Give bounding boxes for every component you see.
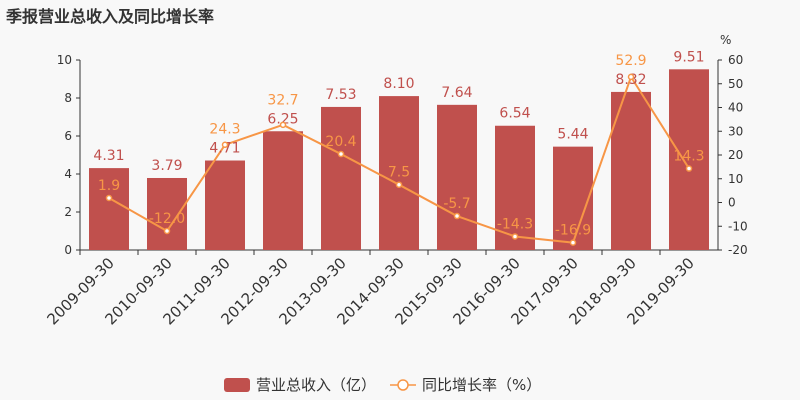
right-tick-label: -20 <box>728 243 748 257</box>
line-point <box>105 194 113 202</box>
line-point <box>279 121 287 129</box>
line-point <box>337 150 345 158</box>
line-point <box>221 141 229 149</box>
right-tick-label: 60 <box>728 53 743 67</box>
right-tick-label: 0 <box>728 196 736 210</box>
left-tick-label: 8 <box>64 91 72 105</box>
bar <box>669 69 709 250</box>
bar-label: 8.10 <box>383 76 414 92</box>
line-label: 20.4 <box>325 134 356 150</box>
bar-label: 4.31 <box>93 148 124 164</box>
bar-label: 5.44 <box>557 127 588 143</box>
bar <box>321 106 361 251</box>
line-point <box>163 227 171 235</box>
right-tick-label: 20 <box>728 148 743 162</box>
left-tick-label: 2 <box>64 205 72 219</box>
bar-label: 7.53 <box>325 87 356 103</box>
legend-bar-label: 营业总收入（亿） <box>256 376 377 394</box>
bar-label: 6.25 <box>267 111 298 127</box>
bar-label: 6.54 <box>499 106 530 122</box>
line-label: 32.7 <box>267 92 298 108</box>
line-point <box>453 212 461 220</box>
right-tick-label: 10 <box>728 172 743 186</box>
chart-title: 季报营业总收入及同比增长率 <box>6 7 215 26</box>
right-tick-label: 50 <box>728 77 743 91</box>
legend-bar-swatch <box>224 377 250 392</box>
legend-line-label: 同比增长率（%） <box>422 376 542 394</box>
line-label: 7.5 <box>388 165 410 181</box>
line-label: -5.7 <box>443 196 470 212</box>
left-tick-label: 0 <box>64 243 72 257</box>
left-tick-label: 6 <box>64 129 72 143</box>
right-tick-label: -10 <box>728 219 748 233</box>
bar <box>89 168 129 250</box>
bar <box>553 146 593 250</box>
line-label: 14.3 <box>673 149 704 165</box>
line-label: -14.3 <box>497 216 533 232</box>
right-tick-label: 40 <box>728 101 743 115</box>
left-tick-label: 10 <box>57 53 72 67</box>
left-tick-label: 4 <box>64 167 72 181</box>
bar <box>611 91 651 250</box>
bar <box>437 104 477 250</box>
line-point <box>395 181 403 188</box>
bar-label: 4.71 <box>209 141 240 157</box>
line-point <box>511 233 519 240</box>
bar <box>263 131 303 250</box>
bar-label: 9.51 <box>673 49 704 65</box>
line-label: 52.9 <box>615 53 646 69</box>
line-point <box>685 165 693 172</box>
right-tick-label: 30 <box>728 124 743 138</box>
line-label: 24.3 <box>209 122 240 138</box>
bar <box>379 96 419 250</box>
line-label: 1.9 <box>98 178 120 194</box>
line-label: -16.9 <box>555 223 591 239</box>
bar-label: 3.79 <box>151 158 182 174</box>
bar <box>205 160 245 250</box>
bar <box>147 177 187 250</box>
bar-label: 7.64 <box>441 85 472 101</box>
legend-line-swatch <box>390 378 417 392</box>
line-point <box>569 239 577 246</box>
bar <box>495 125 535 250</box>
right-axis-unit: % <box>720 33 731 47</box>
legend: 营业总收入（亿） 同比增长率（%） <box>224 374 541 395</box>
line-label: -12.0 <box>149 211 185 227</box>
line-point <box>627 73 635 81</box>
